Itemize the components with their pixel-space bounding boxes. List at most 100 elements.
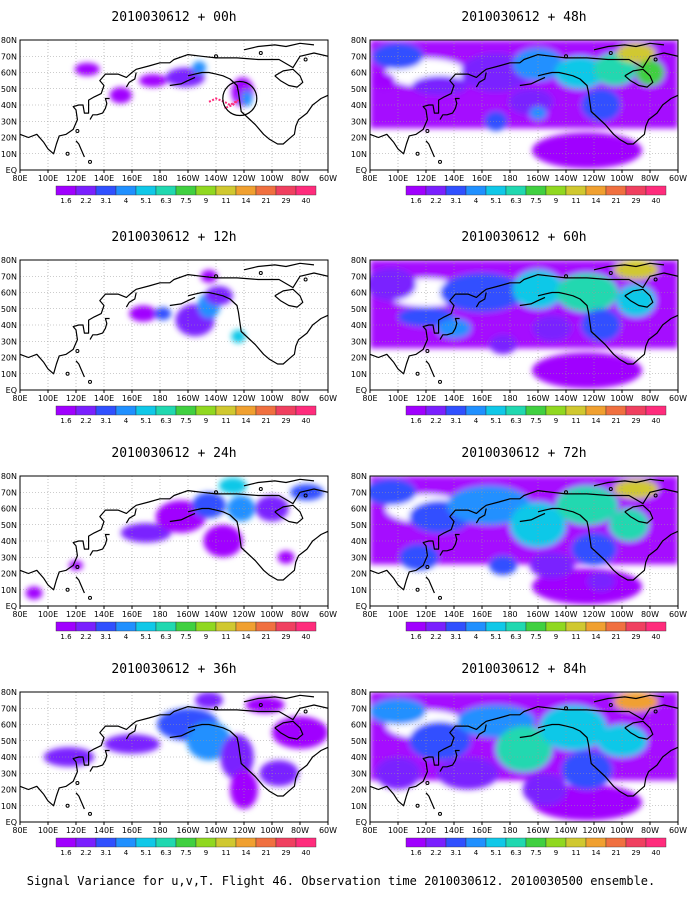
y-tick-label: 50N [1, 85, 17, 94]
island [88, 379, 92, 384]
variance-cell [556, 485, 618, 525]
colorbar-label: 1.6 [410, 197, 422, 205]
colorbar-swatch [505, 621, 527, 632]
y-tick-label: 70N [1, 52, 17, 61]
colorbar: 1.6 2.2 3.1 4 5.1 6.3 7.5 9 11 14 21 29 40 [55, 185, 317, 205]
variance-cell [370, 268, 417, 301]
colorbar-label: 3.1 [100, 417, 111, 425]
y-tick-label: 30N [1, 769, 17, 778]
colorbar-label: 40 [302, 849, 311, 857]
colorbar-label: 9 [554, 417, 558, 425]
colorbar-swatch [75, 185, 97, 196]
y-tick-label: 20N [351, 134, 367, 143]
island [415, 151, 420, 156]
x-tick-label: 80E [362, 174, 377, 183]
y-tick-label: 50N [351, 737, 367, 746]
coastline [243, 694, 315, 703]
colorbar-label: 29 [632, 849, 641, 857]
coastline [370, 272, 678, 375]
colorbar-swatch [55, 621, 77, 632]
colorbar-label: 2.2 [80, 849, 91, 857]
colorbar-swatch [585, 185, 607, 196]
variance-cell [437, 757, 499, 790]
island [415, 803, 420, 808]
x-tick-label: 160E [122, 610, 142, 619]
x-tick-label: 180 [502, 610, 517, 619]
coastline [439, 97, 460, 120]
colorbar-swatch [565, 185, 587, 196]
y-tick-label: 70N [1, 488, 17, 497]
colorbar-label: 3.1 [100, 197, 111, 205]
colorbar-swatch [195, 405, 217, 416]
y-tick-label: 40N [1, 101, 17, 110]
coastline [519, 296, 546, 307]
x-tick-label: 80E [12, 394, 27, 403]
x-tick-label: 160W [176, 394, 199, 403]
x-tick-label: 100E [38, 174, 58, 183]
colorbar-swatch [545, 621, 567, 632]
y-tick-label: 20N [1, 570, 17, 579]
coastline [125, 292, 137, 308]
colorbar-swatch [95, 837, 117, 848]
colorbar-swatch [505, 405, 527, 416]
coastline [593, 478, 665, 487]
colorbar-label: 7.5 [530, 417, 541, 425]
colorbar-label: 4 [124, 417, 129, 425]
colorbar-swatch [485, 621, 507, 632]
colorbar-swatch [95, 185, 117, 196]
x-tick-label: 100E [388, 174, 408, 183]
x-tick-label: 160E [122, 394, 142, 403]
colorbar-swatch [405, 405, 427, 416]
colorbar-swatch [55, 185, 77, 196]
island [564, 706, 568, 711]
colorbar-swatch [75, 621, 97, 632]
panel-title: 2010030612 + 24h [111, 446, 236, 461]
colorbar-swatch [425, 621, 447, 632]
coastline [593, 262, 665, 271]
y-tick-label: 20N [351, 786, 367, 795]
y-tick-label: 60N [1, 289, 17, 298]
colorbar-label: 6.3 [510, 417, 521, 425]
map-frame [369, 39, 679, 171]
coastline [624, 288, 654, 308]
y-tick-label: 70N [351, 272, 367, 281]
island [564, 54, 568, 59]
colorbar-label: 40 [302, 417, 311, 425]
y-tick-label: EQ [6, 166, 17, 175]
y-tick-label: 40N [1, 537, 17, 546]
y-tick-label: 10N [351, 370, 367, 379]
colorbar-swatch [115, 405, 137, 416]
x-tick-label: 80W [291, 826, 309, 835]
colorbar-swatch [155, 405, 177, 416]
map-panel-36h: 2010030612 + 36h 80E 100E 120E 140E 160E 180 16… [1, 662, 337, 857]
y-tick-label: 80N [1, 472, 17, 481]
map-frame [19, 259, 329, 391]
y-tick-label: 20N [1, 786, 17, 795]
coastline [75, 792, 85, 810]
colorbar-swatch [625, 185, 647, 196]
coastline [537, 507, 678, 581]
colorbar-swatch [445, 837, 467, 848]
map-panel-0h: 2010030612 + 00h 80E 100E 120E 140E 160E 180 16… [1, 10, 337, 205]
x-tick-label: 140E [444, 610, 464, 619]
y-tick-label: 20N [1, 354, 17, 363]
x-tick-label: 140W [554, 394, 577, 403]
colorbar-label: 6.3 [510, 849, 521, 857]
colorbar-label: 5.1 [140, 417, 151, 425]
y-tick-label: 10N [1, 802, 17, 811]
colorbar-swatch [275, 837, 297, 848]
x-tick-label: 120E [416, 174, 436, 183]
colorbar-swatch [155, 621, 177, 632]
coastline [439, 317, 460, 340]
island [415, 587, 420, 592]
colorbar-label: 29 [632, 633, 641, 641]
colorbar-swatch [295, 837, 317, 848]
variance-cell [218, 477, 247, 494]
colorbar-swatch [295, 621, 317, 632]
colorbar-swatch [465, 837, 487, 848]
y-tick-label: 30N [1, 553, 17, 562]
colorbar-label: 1.6 [60, 849, 72, 857]
colorbar-label: 11 [572, 849, 581, 857]
variance-cell [613, 479, 659, 499]
